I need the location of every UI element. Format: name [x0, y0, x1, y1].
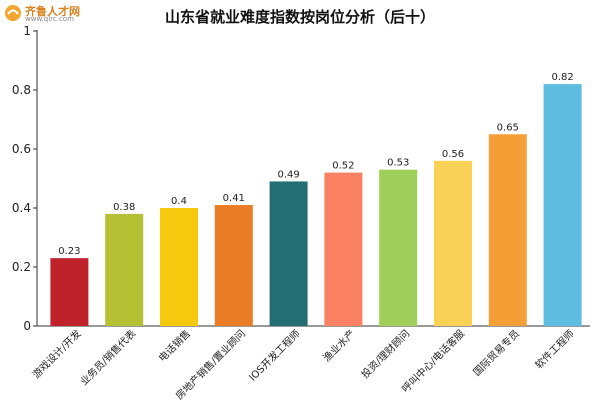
y-tick-label: 0	[23, 319, 31, 333]
x-category-label: 游戏设计/开发	[30, 327, 84, 381]
chart-title: 山东省就业难度指数按岗位分析（后十）	[165, 8, 435, 26]
bar	[324, 172, 363, 326]
logo-brand-text: 齐鲁人才网	[25, 5, 80, 18]
bar	[160, 208, 198, 326]
bar	[434, 160, 472, 326]
bar-value-label: 0.41	[223, 193, 245, 204]
y-tick-label: 0.2	[12, 260, 31, 274]
x-category-label: 国际贸易专员	[470, 327, 522, 379]
bar	[105, 213, 144, 326]
x-category-label: 业务员/销售代表	[77, 327, 138, 388]
x-category-label: IOS开发工程师	[246, 327, 303, 384]
bar	[543, 84, 582, 326]
logo-url-text: www.qlrc.com	[25, 15, 74, 23]
bar-value-label: 0.38	[113, 202, 135, 213]
bar-value-label: 0.23	[58, 246, 80, 257]
bar	[488, 134, 527, 326]
logo-mark-icon	[5, 5, 21, 21]
bar	[50, 258, 89, 326]
bar-value-label: 0.52	[332, 161, 354, 172]
bar	[379, 169, 418, 326]
bar-value-label: 0.65	[497, 122, 519, 133]
brand-logo: 齐鲁人才网 www.qlrc.com	[3, 3, 95, 25]
bar-value-label: 0.49	[277, 169, 299, 180]
x-category-label: 渔业水产	[320, 327, 357, 364]
y-tick-label: 0.8	[12, 83, 31, 97]
bar	[214, 205, 253, 326]
x-category-label: 电话销售	[156, 327, 193, 364]
y-tick-label: 1	[23, 24, 31, 38]
x-category-label: 软件工程师	[532, 327, 577, 372]
y-tick-label: 0.6	[12, 142, 31, 156]
bar	[269, 181, 308, 326]
y-tick-label: 0.4	[12, 201, 31, 215]
bar-value-label: 0.4	[171, 196, 187, 207]
bar-value-label: 0.56	[442, 149, 464, 160]
x-category-label: 投资/理财顾问	[358, 327, 412, 381]
bar-value-label: 0.53	[387, 158, 409, 169]
bar-value-label: 0.82	[551, 72, 573, 83]
